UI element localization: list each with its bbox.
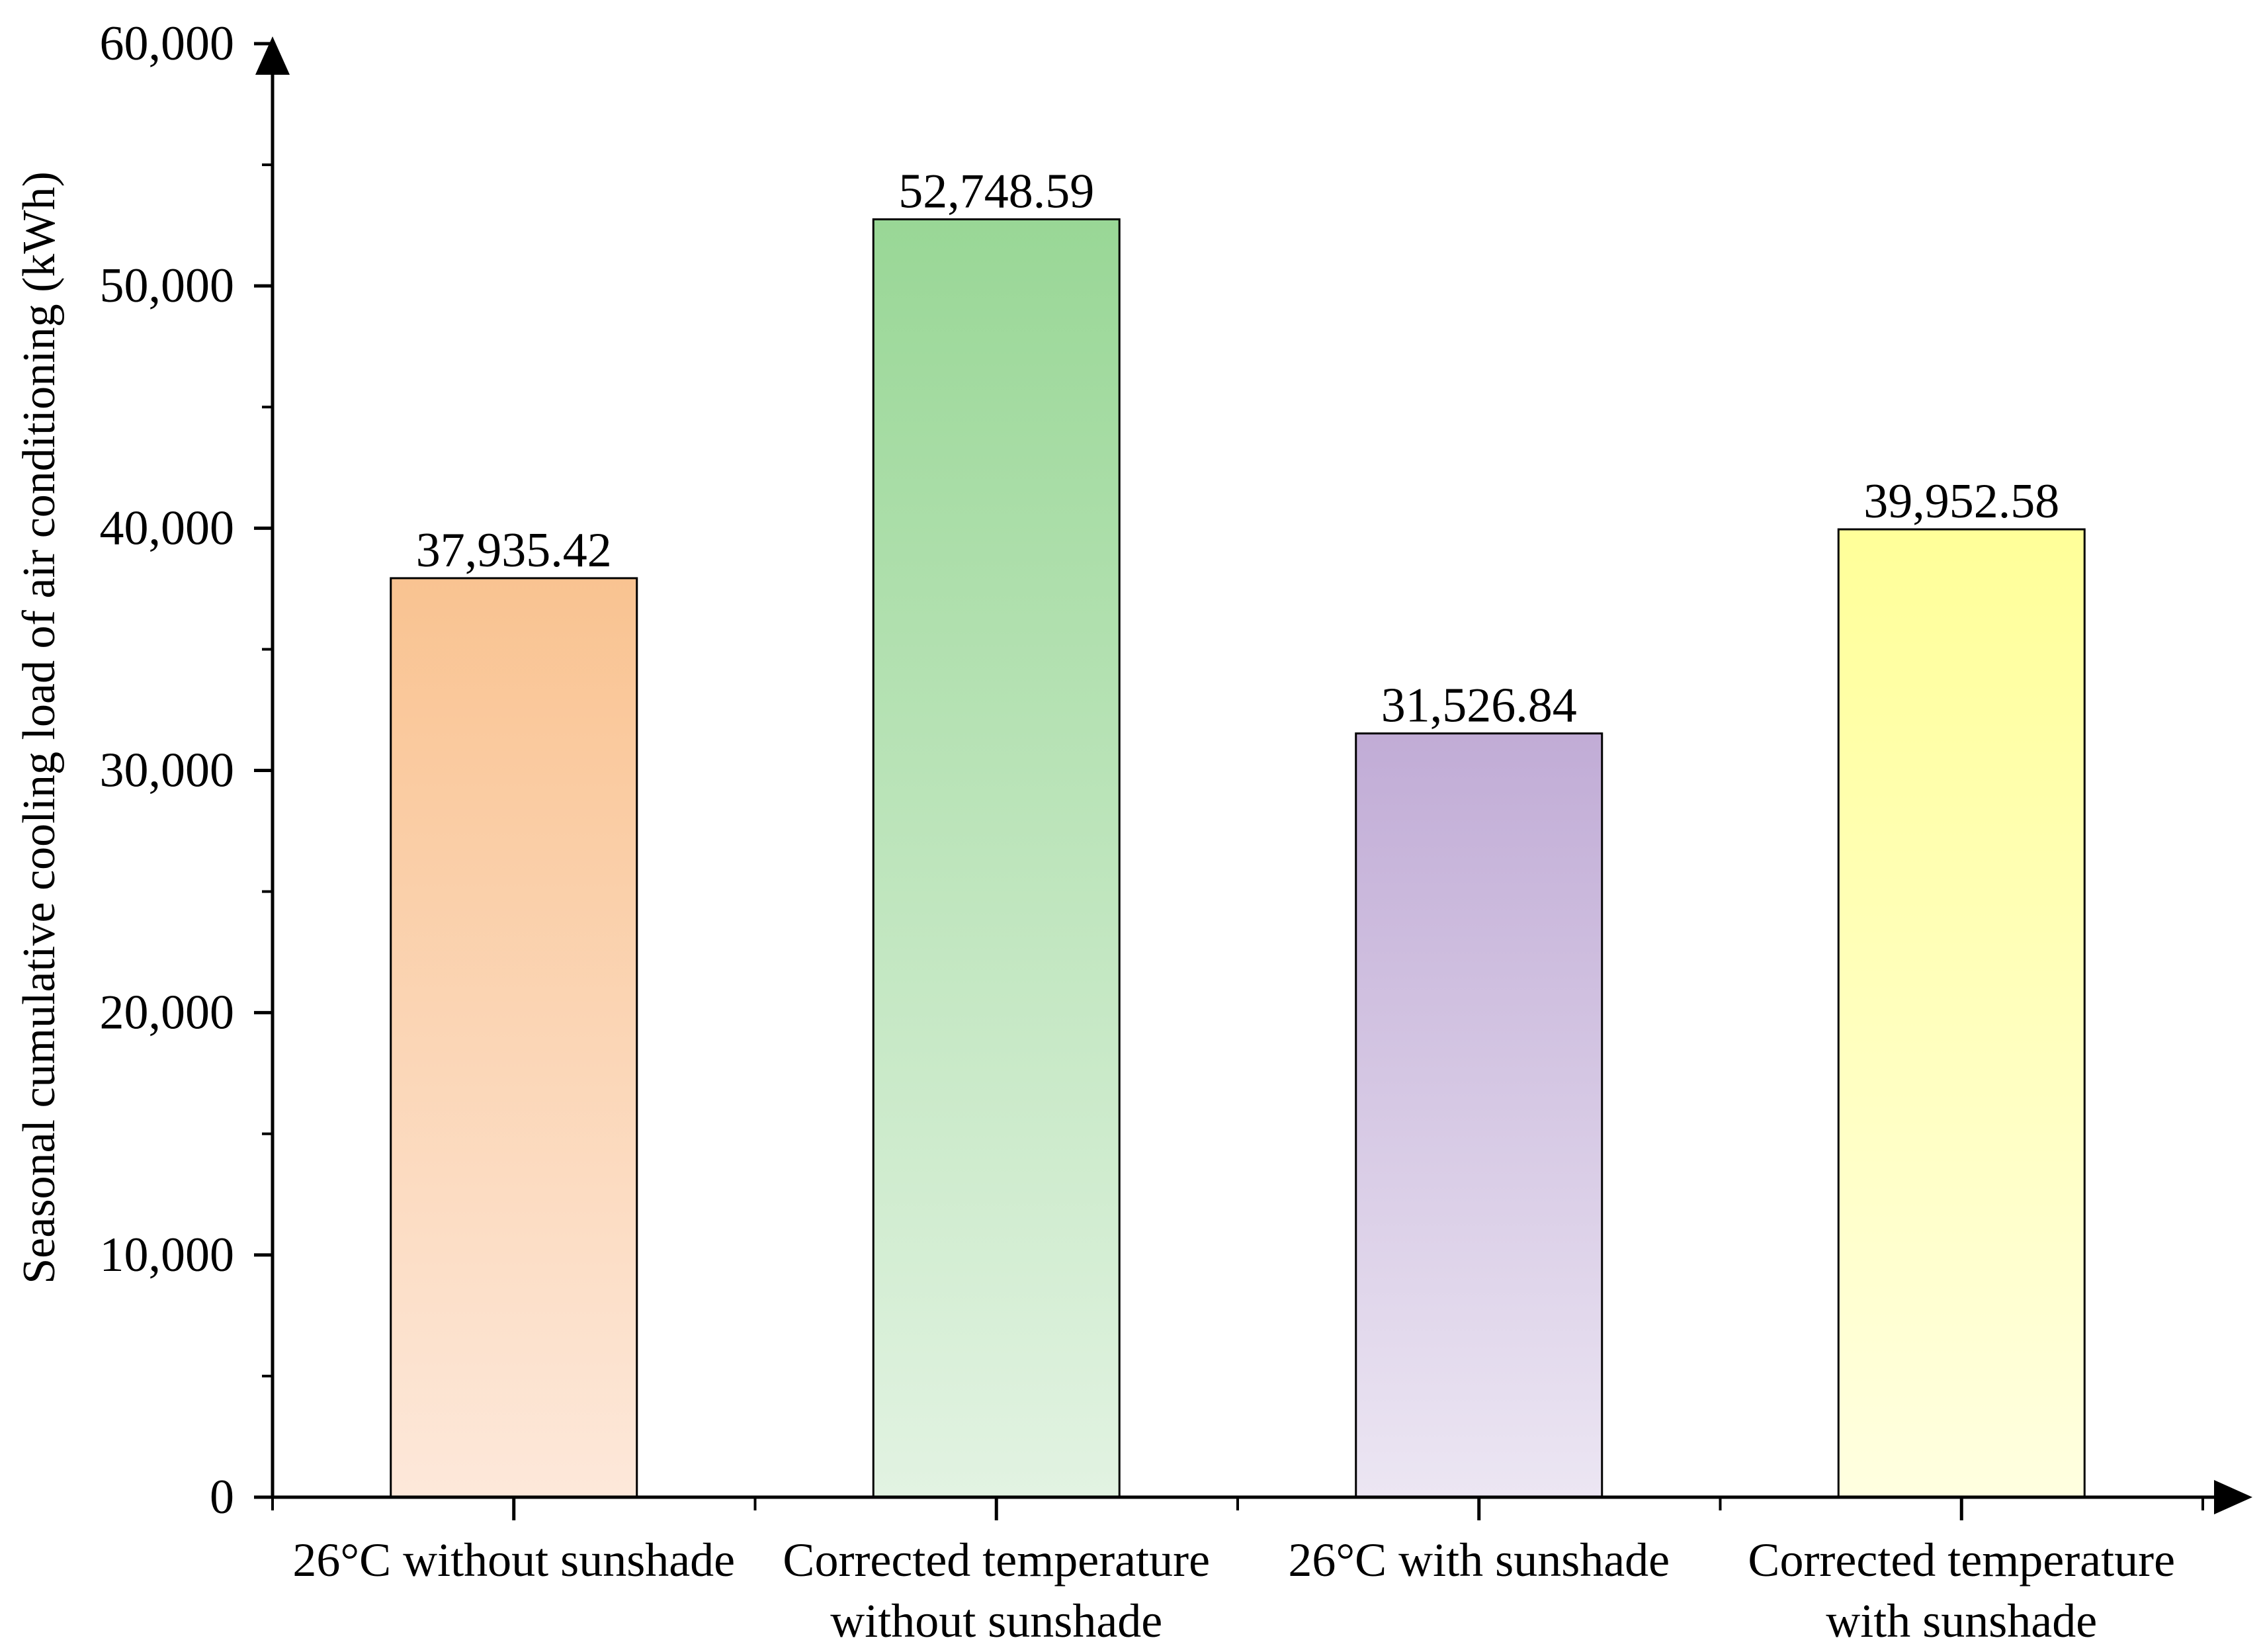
ticks-layer: 0 10,000 20,000 30,000 40,000 50,000 60,000 <box>100 17 2204 1524</box>
y-tick-label: 0 <box>210 1470 234 1524</box>
value-labels-layer: 37,935.42 52,748.59 31,526.84 39,952.58 <box>416 165 2060 733</box>
y-axis-arrow <box>255 36 290 75</box>
bar-value-label-2: 52,748.59 <box>898 165 1094 219</box>
y-axis-title: Seasonal cumulative cooling load of air … <box>14 171 65 1284</box>
bar-value-label-3: 31,526.84 <box>1381 679 1577 733</box>
bar-2 <box>872 218 1121 1499</box>
y-tick-label: 10,000 <box>100 1228 235 1282</box>
bar-3 <box>1355 732 1603 1499</box>
x-category-label-4: Corrected temperature with sunshade <box>1748 1534 2175 1647</box>
y-tick-label: 30,000 <box>100 744 235 798</box>
bar-value-label-1: 37,935.42 <box>416 523 612 578</box>
bar-4 <box>1837 528 2086 1499</box>
x-category-label-2: Corrected temperature without sunshade <box>783 1534 1210 1647</box>
y-tick-label: 60,000 <box>100 17 235 71</box>
bar-1 <box>390 577 638 1499</box>
y-tick-label: 20,000 <box>100 986 235 1040</box>
y-tick-label: 40,000 <box>100 501 235 555</box>
y-tick-label: 50,000 <box>100 259 235 313</box>
x-axis-arrow <box>2214 1480 2252 1514</box>
categories-layer: 26°C without sunshade Corrected temperatu… <box>292 1534 2175 1647</box>
bar-value-label-4: 39,952.58 <box>1863 474 2059 529</box>
bars-layer <box>390 218 2086 1499</box>
axes-layer <box>255 36 2252 1514</box>
x-category-label-1: 26°C without sunshade <box>292 1534 735 1587</box>
x-category-label-3: 26°C with sunshade <box>1288 1534 1670 1587</box>
